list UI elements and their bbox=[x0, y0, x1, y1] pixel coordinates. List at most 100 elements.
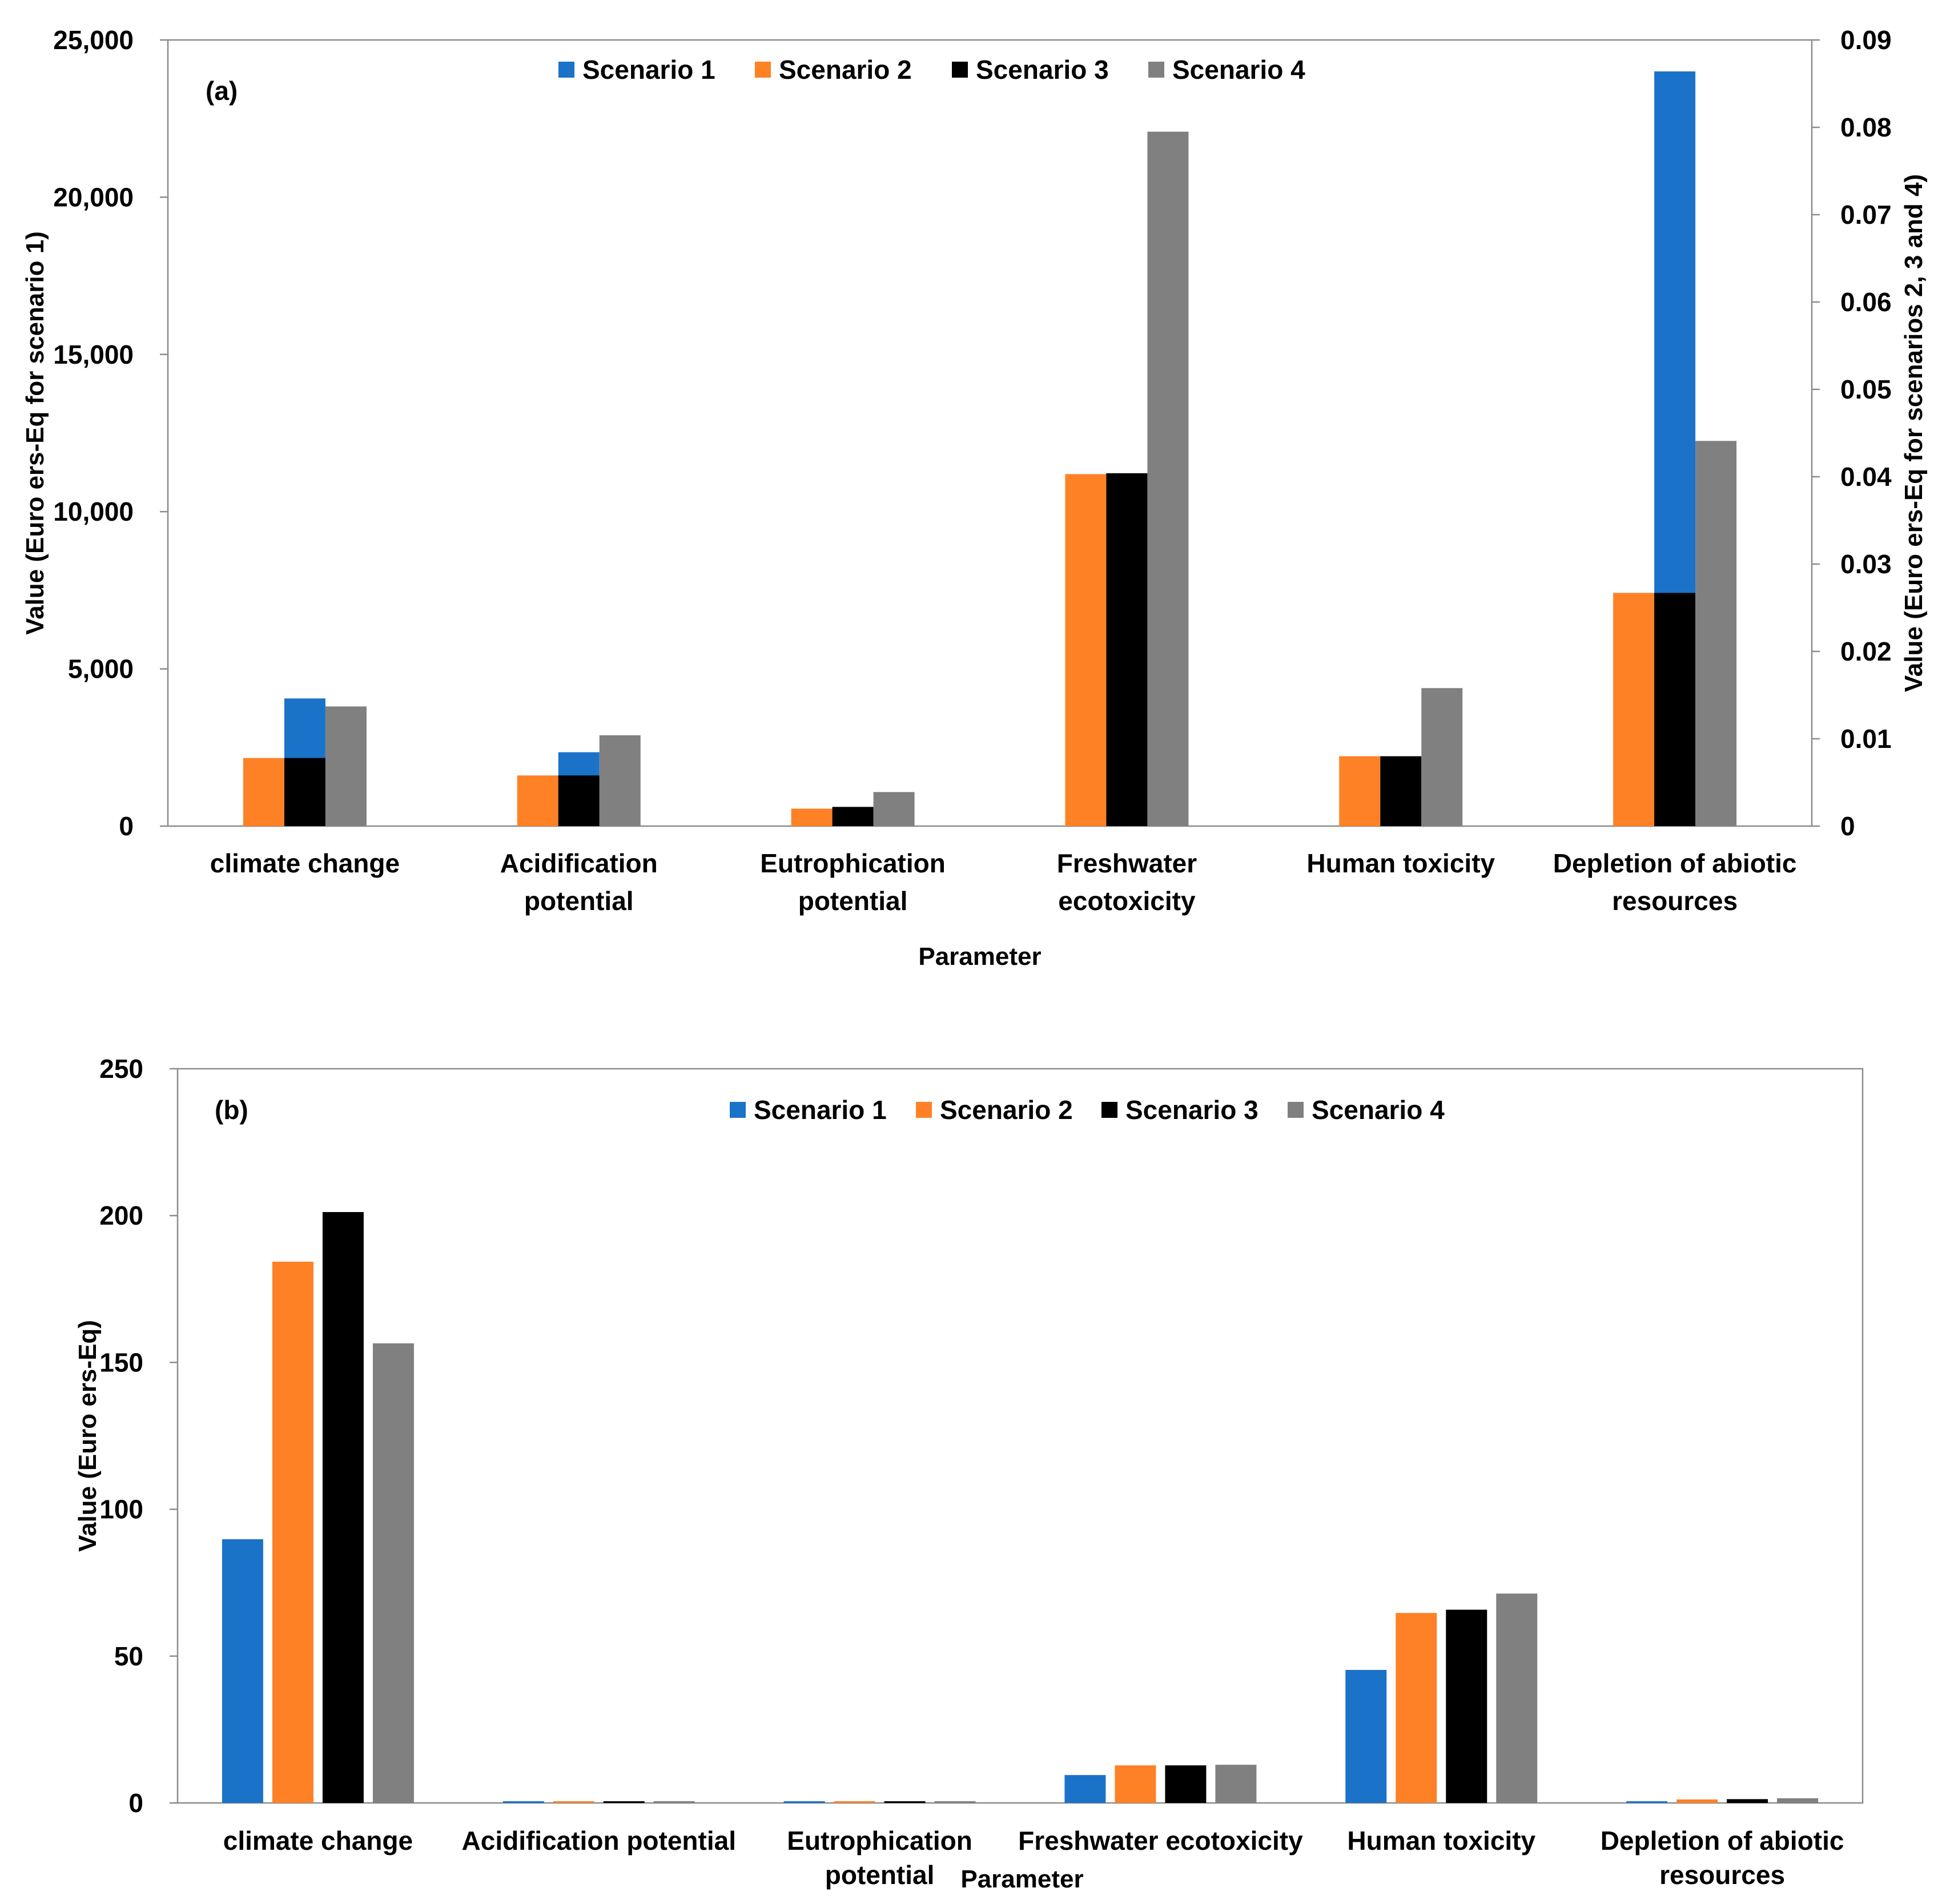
panel-a-bar-scenario-2-cat-1 bbox=[243, 758, 284, 826]
panel-a-y-right-tick-label: 0.05 bbox=[1840, 375, 1892, 404]
panel-a-bar-scenario-3-cat-4 bbox=[1106, 473, 1148, 826]
panel-a-y-right-tick-label: 0.01 bbox=[1840, 724, 1892, 754]
panel-b-bar-scenario-2-cat-3 bbox=[834, 1801, 875, 1803]
panel-a-plot-frame bbox=[167, 39, 1813, 827]
panel-a-legend-swatch-scenario-4 bbox=[1148, 62, 1164, 78]
panel-b-category-label: Human toxicity bbox=[1347, 1826, 1535, 1855]
panel-a-y-left-tick-label: 20,000 bbox=[53, 182, 134, 212]
panel-b-y-left-tick-label: 50 bbox=[114, 1641, 143, 1671]
panel-a-y-left-tick-label: 5,000 bbox=[68, 654, 134, 684]
panel-b-bar-scenario-1-cat-1 bbox=[222, 1539, 263, 1803]
panel-a-category-label: Freshwater bbox=[1057, 848, 1197, 878]
panel-a-category-label: climate change bbox=[210, 848, 400, 878]
panel-b-category-label: Acidification potential bbox=[462, 1826, 736, 1855]
panel-a-category-label: Eutrophication bbox=[760, 848, 946, 878]
panel-a-legend-label-scenario-3: Scenario 3 bbox=[976, 55, 1109, 84]
panel-b-y-left-tick-label: 100 bbox=[99, 1495, 143, 1524]
panel-a-category-label: Human toxicity bbox=[1306, 848, 1495, 878]
panel-b-bar-scenario-1-cat-2 bbox=[502, 1801, 544, 1803]
panel-b-y-left-tick-label: 250 bbox=[99, 1054, 143, 1084]
panel-b-legend-label-scenario-2: Scenario 2 bbox=[940, 1095, 1073, 1125]
panel-a-y-left-tick-label: 15,000 bbox=[53, 340, 134, 369]
panel-b-legend-label-scenario-1: Scenario 1 bbox=[754, 1095, 887, 1125]
panel-a-category-label: Acidification bbox=[500, 848, 658, 878]
panel-b-category-label: potential bbox=[825, 1860, 935, 1890]
panel-a-y-right-tick-label: 0 bbox=[1840, 811, 1855, 841]
panel-b-bar-scenario-3-cat-5 bbox=[1446, 1609, 1487, 1803]
panel-b-y-left-tick-label: 150 bbox=[99, 1347, 143, 1377]
panel-b-legend-swatch-scenario-2 bbox=[916, 1102, 932, 1118]
panel-a-y-right-tick-label: 0.07 bbox=[1840, 200, 1892, 230]
panel-b-bar-scenario-2-cat-4 bbox=[1115, 1765, 1156, 1803]
panel-b-bar-scenario-3-cat-4 bbox=[1165, 1765, 1207, 1803]
panel-b-bar-scenario-4-cat-3 bbox=[934, 1801, 976, 1803]
panel-a-panel-label: (a) bbox=[206, 76, 238, 106]
panel-b-bar-scenario-3-cat-6 bbox=[1727, 1799, 1768, 1803]
panel-a-legend-swatch-scenario-3 bbox=[952, 62, 968, 78]
panel-a-bar-scenario-2-cat-3 bbox=[791, 808, 833, 826]
panel-b-panel-label: (b) bbox=[215, 1095, 248, 1125]
panel-a-y-left-tick-label: 10,000 bbox=[53, 497, 134, 526]
panel-b-bar-scenario-1-cat-4 bbox=[1064, 1775, 1106, 1803]
panel-b-y-left-tick-label: 0 bbox=[128, 1788, 143, 1818]
panel-a-legend-swatch-scenario-1 bbox=[558, 62, 574, 78]
panel-b-bar-scenario-4-cat-1 bbox=[372, 1343, 414, 1803]
panel-b-bar-scenario-2-cat-6 bbox=[1676, 1799, 1718, 1803]
panel-b-bar-scenario-1-cat-5 bbox=[1345, 1669, 1387, 1803]
panel-b-bar-scenario-4-cat-2 bbox=[653, 1801, 695, 1803]
panel-a-bar-scenario-3-cat-6 bbox=[1654, 593, 1696, 826]
panel-a-category-label: resources bbox=[1612, 886, 1738, 916]
panel-a-y-left-tick-label: 0 bbox=[119, 811, 134, 841]
panel-a-legend-label-scenario-2: Scenario 2 bbox=[779, 55, 912, 84]
panel-a-category-label: ecotoxicity bbox=[1058, 886, 1196, 916]
panel-a-legend-label-scenario-4: Scenario 4 bbox=[1172, 55, 1305, 84]
panel-b-legend-label-scenario-3: Scenario 3 bbox=[1125, 1095, 1259, 1125]
panel-b-bar-scenario-4-cat-5 bbox=[1496, 1593, 1538, 1803]
panel-a-bar-scenario-3-cat-5 bbox=[1380, 756, 1422, 826]
panel-a-bar-scenario-2-cat-5 bbox=[1339, 756, 1381, 826]
panel-b-category-label: climate change bbox=[223, 1826, 413, 1855]
panel-b-legend-label-scenario-4: Scenario 4 bbox=[1312, 1095, 1445, 1125]
panel-a-y-right-tick-label: 0.02 bbox=[1840, 637, 1892, 666]
panel-b-category-label: Depletion of abiotic bbox=[1601, 1826, 1844, 1855]
panel-a-bar-scenario-4-cat-2 bbox=[599, 735, 641, 826]
panel-b-bar-scenario-2-cat-2 bbox=[553, 1801, 594, 1803]
panel-b-y-left-tick-label: 200 bbox=[99, 1201, 143, 1230]
panel-b-bar-scenario-1-cat-6 bbox=[1626, 1801, 1668, 1803]
panel-a-y-right-tick-label: 0.06 bbox=[1840, 287, 1892, 317]
panel-a-bar-scenario-2-cat-6 bbox=[1613, 593, 1655, 826]
panel-a-bar-scenario-3-cat-2 bbox=[558, 775, 600, 826]
panel-a-bar-scenario-4-cat-3 bbox=[873, 792, 915, 826]
panel-b-bar-scenario-2-cat-5 bbox=[1396, 1613, 1437, 1803]
panel-a-category-label: potential bbox=[524, 886, 634, 916]
panel-b-group: 0 50 100 150 200 250 Value (Euro ers-Eq) climat… bbox=[74, 1054, 1864, 1893]
panel-b-bar-scenario-2-cat-1 bbox=[272, 1261, 313, 1803]
panel-a-y-right-tick-label: 0.04 bbox=[1840, 462, 1892, 492]
panel-b-category-label: resources bbox=[1659, 1860, 1785, 1890]
panel-a-bar-scenario-3-cat-3 bbox=[832, 807, 874, 826]
panel-b-category-label: Eutrophication bbox=[787, 1826, 972, 1855]
panel-a-bar-scenario-4-cat-5 bbox=[1421, 688, 1463, 826]
panel-b-legend-swatch-scenario-3 bbox=[1101, 1102, 1117, 1118]
panel-a-bar-scenario-4-cat-1 bbox=[325, 706, 367, 826]
panel-a-legend-label-scenario-1: Scenario 1 bbox=[582, 55, 715, 84]
panel-a-bar-scenario-4-cat-4 bbox=[1147, 131, 1189, 826]
panel-b-bar-scenario-4-cat-6 bbox=[1777, 1798, 1819, 1803]
panel-b-bar-scenario-1-cat-3 bbox=[783, 1801, 825, 1803]
panel-b-bar-scenario-3-cat-1 bbox=[322, 1212, 364, 1803]
panel-b-bar-scenario-3-cat-3 bbox=[884, 1801, 926, 1803]
panel-b-legend-swatch-scenario-1 bbox=[730, 1102, 746, 1118]
panel-a-y-left-tick-label: 25,000 bbox=[53, 25, 134, 55]
panel-a-bar-scenario-2-cat-4 bbox=[1065, 474, 1107, 826]
panel-a-category-label: potential bbox=[798, 886, 908, 916]
panel-b-plot-frame bbox=[176, 1068, 1864, 1804]
panel-b-category-label: Freshwater ecotoxicity bbox=[1018, 1826, 1303, 1855]
panel-b-bar-scenario-3-cat-2 bbox=[603, 1801, 645, 1803]
panel-a-y-right-tick-label: 0.09 bbox=[1840, 25, 1892, 55]
panel-a-bar-scenario-2-cat-2 bbox=[517, 775, 558, 826]
panel-b-bar-scenario-4-cat-4 bbox=[1215, 1765, 1257, 1803]
panel-a-category-label: Depletion of abiotic bbox=[1553, 848, 1797, 878]
panel-a-y-right-tick-label: 0.08 bbox=[1840, 112, 1892, 142]
panel-a-x-axis-title: Parameter bbox=[918, 943, 1041, 971]
